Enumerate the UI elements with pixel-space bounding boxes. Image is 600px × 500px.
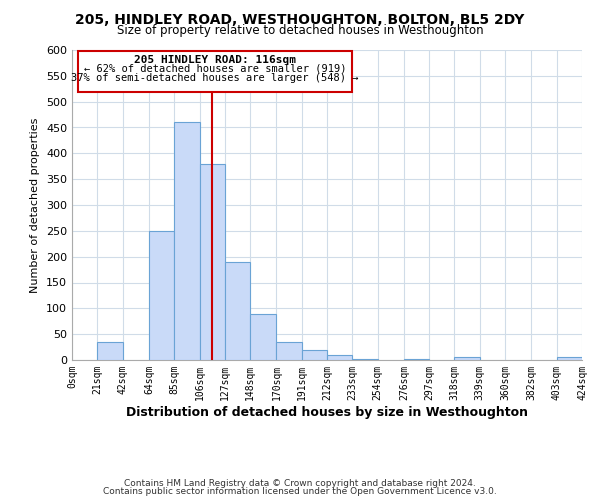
Bar — [174, 122, 199, 360]
Bar — [225, 262, 250, 360]
Bar — [199, 164, 225, 360]
Text: Size of property relative to detached houses in Westhoughton: Size of property relative to detached ho… — [116, 24, 484, 37]
Text: 205, HINDLEY ROAD, WESTHOUGHTON, BOLTON, BL5 2DY: 205, HINDLEY ROAD, WESTHOUGHTON, BOLTON,… — [76, 12, 524, 26]
Text: Contains HM Land Registry data © Crown copyright and database right 2024.: Contains HM Land Registry data © Crown c… — [124, 478, 476, 488]
Bar — [149, 231, 174, 360]
Bar — [277, 342, 302, 360]
Bar — [250, 314, 277, 360]
Bar — [302, 350, 327, 360]
Bar — [97, 342, 122, 360]
Text: 37% of semi-detached houses are larger (548) →: 37% of semi-detached houses are larger (… — [71, 72, 359, 83]
Bar — [327, 355, 352, 360]
Bar — [352, 359, 377, 360]
Bar — [455, 358, 480, 360]
Text: 205 HINDLEY ROAD: 116sqm: 205 HINDLEY ROAD: 116sqm — [134, 55, 296, 65]
Text: ← 62% of detached houses are smaller (919): ← 62% of detached houses are smaller (91… — [84, 64, 346, 74]
Bar — [557, 358, 582, 360]
X-axis label: Distribution of detached houses by size in Westhoughton: Distribution of detached houses by size … — [126, 406, 528, 418]
Bar — [404, 359, 429, 360]
Text: Contains public sector information licensed under the Open Government Licence v3: Contains public sector information licen… — [103, 487, 497, 496]
Y-axis label: Number of detached properties: Number of detached properties — [31, 118, 40, 292]
FancyBboxPatch shape — [78, 51, 352, 92]
